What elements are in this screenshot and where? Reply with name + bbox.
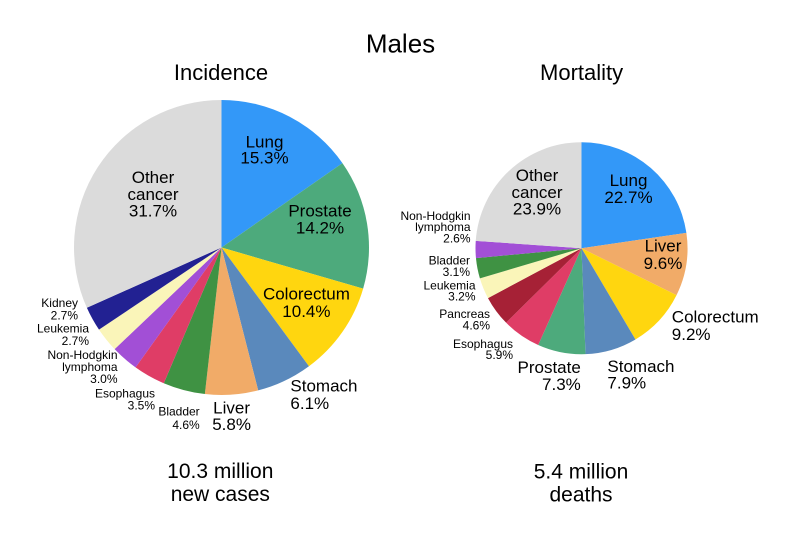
svg-text:deaths: deaths <box>549 484 612 507</box>
svg-text:10.4%: 10.4% <box>282 302 330 321</box>
svg-text:Other: Other <box>132 168 175 187</box>
svg-text:23.9%: 23.9% <box>513 200 561 219</box>
svg-text:31.7%: 31.7% <box>129 202 177 221</box>
svg-text:4.6%: 4.6% <box>172 418 200 432</box>
svg-text:22.7%: 22.7% <box>604 188 652 207</box>
svg-text:Stomach: Stomach <box>290 376 357 395</box>
svg-text:5.4 million: 5.4 million <box>534 461 629 484</box>
svg-text:2.7%: 2.7% <box>62 334 90 348</box>
svg-text:lymphoma: lymphoma <box>62 360 118 374</box>
svg-text:Liver: Liver <box>213 399 250 418</box>
svg-text:Liver: Liver <box>645 237 682 256</box>
svg-text:Kidney: Kidney <box>41 296 78 310</box>
svg-text:6.1%: 6.1% <box>290 394 329 413</box>
svg-text:14.2%: 14.2% <box>296 219 344 238</box>
svg-text:5.9%: 5.9% <box>486 348 514 362</box>
svg-text:3.0%: 3.0% <box>90 372 118 386</box>
svg-text:cancer: cancer <box>127 185 178 204</box>
svg-text:Other: Other <box>516 166 559 185</box>
svg-text:9.2%: 9.2% <box>672 325 711 344</box>
svg-text:Leukemia: Leukemia <box>423 278 475 292</box>
svg-text:Pancreas: Pancreas <box>439 307 490 321</box>
svg-text:10.3 million: 10.3 million <box>167 460 273 483</box>
svg-text:Males: Males <box>366 28 435 58</box>
svg-text:7.9%: 7.9% <box>607 373 646 392</box>
svg-text:Incidence: Incidence <box>174 60 268 85</box>
svg-text:lymphoma: lymphoma <box>415 220 471 234</box>
svg-text:9.6%: 9.6% <box>644 254 683 273</box>
svg-text:Bladder: Bladder <box>429 254 470 268</box>
svg-text:Lung: Lung <box>246 132 284 151</box>
svg-text:Bladder: Bladder <box>158 405 199 419</box>
svg-text:Colorectum: Colorectum <box>263 285 350 304</box>
svg-text:Prostate: Prostate <box>517 358 580 377</box>
svg-text:4.6%: 4.6% <box>463 318 491 332</box>
svg-text:5.8%: 5.8% <box>212 415 251 434</box>
svg-text:2.7%: 2.7% <box>51 309 79 323</box>
svg-text:Colorectum: Colorectum <box>672 308 759 327</box>
svg-text:Esophagus: Esophagus <box>95 386 155 400</box>
svg-text:3.1%: 3.1% <box>443 265 471 279</box>
svg-text:15.3%: 15.3% <box>240 149 288 168</box>
svg-text:Non-Hodgkin: Non-Hodgkin <box>47 348 117 362</box>
svg-text:3.2%: 3.2% <box>448 290 476 304</box>
svg-text:cancer: cancer <box>511 183 562 202</box>
svg-text:7.3%: 7.3% <box>542 375 581 394</box>
svg-text:Stomach: Stomach <box>607 357 674 376</box>
svg-text:2.6%: 2.6% <box>443 231 471 245</box>
svg-text:Prostate: Prostate <box>288 201 351 220</box>
svg-text:Esophagus: Esophagus <box>453 337 513 351</box>
svg-text:new cases: new cases <box>171 483 270 506</box>
svg-text:Leukemia: Leukemia <box>37 321 89 335</box>
svg-text:3.5%: 3.5% <box>128 399 156 413</box>
svg-text:Non-Hodgkin: Non-Hodgkin <box>400 209 470 223</box>
svg-text:Mortality: Mortality <box>540 60 623 85</box>
svg-text:Lung: Lung <box>610 171 648 190</box>
